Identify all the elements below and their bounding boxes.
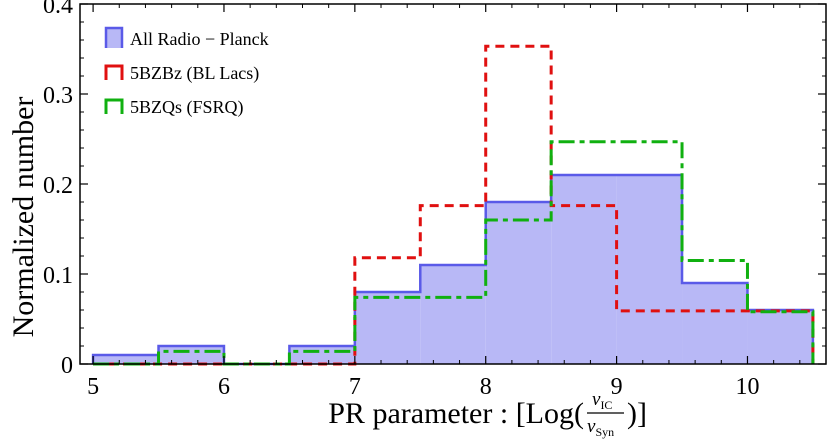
y-tick-label-0: 0 — [61, 353, 73, 379]
ticks-layer — [80, 3, 826, 365]
all-radio-bar-bin-6 — [485, 202, 552, 364]
numerator-subscript: IC — [600, 398, 612, 412]
legend-label-bl-lacs: 5BZBz (BL Lacs) — [130, 63, 259, 84]
x-tick-label-5: 5 — [87, 374, 99, 400]
all-radio-bar-bin-9 — [682, 283, 748, 364]
all-radio-bar-bin-8 — [616, 175, 683, 364]
legend-item-bl-lacs: 5BZBz (BL Lacs) — [104, 63, 259, 84]
all-radio-bar-bin-10 — [747, 310, 813, 364]
y-tick-label-0.2: 0.2 — [43, 173, 73, 199]
all-radio-bar-bin-1 — [158, 346, 224, 364]
fsrq-step-outline — [93, 140, 815, 366]
x-tick-label-9: 9 — [611, 374, 623, 400]
legend-swatch-bl-lacs — [104, 64, 124, 80]
y-tick-label-0.3: 0.3 — [43, 83, 73, 109]
x-axis-label-suffix: )] — [627, 397, 647, 430]
all-radio-step-outline — [91, 173, 815, 366]
series-layer — [91, 44, 815, 366]
series-all-radio — [91, 173, 815, 366]
x-tick-label-10: 10 — [735, 374, 759, 400]
x-axis-label-denominator: νSyn — [587, 416, 614, 439]
denominator-subscript: Syn — [595, 425, 614, 439]
all-radio-bar-bin-7 — [551, 175, 617, 364]
legend-swatch-all-radio — [106, 28, 122, 48]
all-radio-bar-bin-0 — [93, 355, 159, 364]
series-fsrq — [93, 140, 815, 366]
legend-label-fsrq: 5BZQs (FSRQ) — [130, 97, 244, 118]
y-tick-label-0.4: 0.4 — [43, 0, 73, 19]
legend-item-fsrq: 5BZQs (FSRQ) — [104, 97, 244, 118]
legend-item-all-radio: All Radio − Planck — [104, 26, 269, 49]
all-radio-bar-bin-5 — [420, 265, 486, 364]
x-tick-label-6: 6 — [218, 374, 230, 400]
x-axis-label: PR parameter : [Log( νIC νSyn )] — [328, 389, 647, 439]
x-axis-label-numerator: νIC — [592, 389, 612, 412]
all-radio-bar-bin-4 — [354, 292, 421, 364]
legend-label-all-radio: All Radio − Planck — [130, 29, 269, 49]
x-tick-label-8: 8 — [480, 374, 492, 400]
tick-labels: 5 6 7 8 9 10 0 0.1 0.2 0.3 0.4 — [43, 0, 759, 400]
y-axis-label: Normalized number — [7, 97, 40, 338]
all-radio-bar-bin-3 — [289, 346, 355, 364]
x-axis-label-prefix: PR parameter : [Log( — [328, 397, 584, 430]
x-tick-label-7: 7 — [349, 374, 361, 400]
legend-swatch-outline-all-radio — [104, 26, 124, 48]
legend-swatch-fsrq — [104, 98, 124, 114]
legend: All Radio − Planck 5BZBz (BL Lacs) 5BZQs (… — [104, 26, 269, 118]
y-tick-label-0.1: 0.1 — [43, 263, 73, 289]
